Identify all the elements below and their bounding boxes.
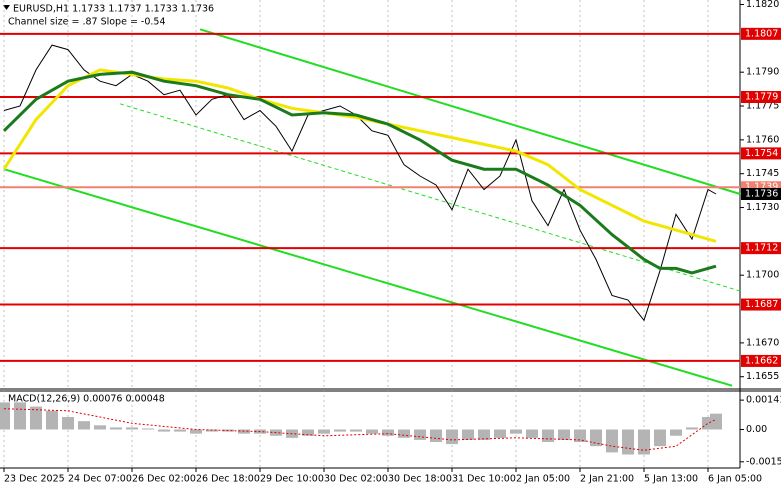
macd-bar	[398, 429, 410, 438]
macd-bar	[366, 429, 378, 434]
price-label: 1.1736	[745, 189, 778, 200]
macd-bar	[478, 429, 490, 440]
macd-bar	[446, 429, 458, 445]
level-label-box	[741, 242, 781, 255]
y-tick-label: -0.00155	[746, 456, 781, 467]
series-line	[3, 44, 717, 322]
macd-bar	[622, 429, 634, 455]
y-tick-label: 0.00	[746, 424, 767, 435]
y-tick-label: 1.1745	[746, 168, 779, 179]
macd-bar	[670, 429, 682, 436]
x-tick-label: 30 Dec 02:00	[324, 474, 388, 485]
level-label: 1.1712	[745, 243, 778, 254]
macd-bar	[62, 417, 74, 430]
macd-bar	[654, 429, 666, 447]
channel-line	[3, 168, 733, 387]
price-label-box	[741, 188, 781, 200]
channel-line	[119, 103, 741, 292]
x-tick-label: 6 Jan 05:00	[708, 474, 762, 485]
level-label-box	[741, 27, 781, 40]
macd-title: MACD(12,26,9) 0.00076 0.00048	[8, 394, 165, 405]
level-label-box	[741, 147, 781, 160]
x-tick-label: 24 Dec 07:00	[68, 474, 132, 485]
macd-bar	[174, 429, 186, 432]
macd-bar	[30, 406, 42, 430]
macd-bar	[94, 425, 106, 430]
y-tick-label: 1.1820	[746, 0, 779, 10]
macd-bar	[350, 429, 362, 432]
macd-bar	[710, 413, 722, 430]
level-label: 1.1807	[745, 28, 778, 39]
macd-bar	[126, 427, 138, 430]
x-tick-label: 2 Jan 21:00	[580, 474, 634, 485]
x-tick-label: 23 Dec 2025	[4, 474, 65, 485]
level-label: 1.1662	[745, 355, 778, 366]
level-label: 1.1779	[745, 92, 778, 103]
signal-line	[3, 408, 717, 451]
macd-bar	[142, 428, 154, 430]
y-tick-label: 0.00141	[746, 395, 781, 406]
macd-bar	[462, 429, 474, 440]
macd-bar	[510, 429, 522, 434]
macd-bar	[542, 429, 554, 442]
y-tick-label: 1.1670	[746, 337, 779, 348]
macd-bar	[574, 429, 586, 442]
macd-bar	[110, 427, 122, 430]
macd-bar	[238, 429, 250, 434]
y-tick-label: 1.1760	[746, 134, 779, 145]
x-tick-label: 26 Dec 02:00	[132, 474, 196, 485]
macd-bar	[14, 402, 26, 430]
level-label: 1.1754	[745, 148, 778, 159]
macd-bar	[638, 429, 650, 455]
macd-bar	[190, 429, 202, 434]
x-tick-label: 30 Dec 18:00	[388, 474, 452, 485]
y-tick-label: 1.1790	[746, 67, 779, 78]
menu-triangle	[3, 5, 10, 10]
level-label: 1.1687	[745, 299, 778, 310]
chart-title: EURUSD,H1 1.1733 1.1737 1.1733 1.1736	[13, 4, 214, 15]
macd-bar	[382, 429, 394, 436]
level-label-box	[741, 354, 781, 367]
x-tick-label: 2 Jan 05:00	[516, 474, 570, 485]
macd-bar	[430, 429, 442, 442]
macd-bar	[78, 421, 90, 430]
macd-bar	[158, 429, 170, 432]
level-label-box	[741, 91, 781, 103]
macd-bar	[0, 402, 10, 430]
macd-bar	[334, 429, 346, 432]
channel-info: Channel size = .87 Slope = -0.54	[8, 17, 166, 28]
macd-bar	[686, 427, 698, 430]
macd-bar	[526, 429, 538, 438]
macd-bar	[206, 429, 218, 432]
macd-bar	[46, 410, 58, 430]
channel-line	[199, 28, 741, 195]
y-tick-label: 1.1655	[746, 371, 779, 382]
y-tick-label: 1.1700	[746, 270, 779, 281]
macd-bar	[302, 429, 314, 436]
level-label-box	[741, 298, 781, 311]
macd-bar	[494, 429, 506, 438]
y-tick-label: 1.1775	[746, 101, 779, 112]
series-line	[2, 70, 717, 275]
y-tick-label: 1.1730	[746, 202, 779, 213]
macd-bar	[606, 429, 618, 453]
macd-bar	[414, 429, 426, 440]
macd-bar	[558, 429, 570, 440]
level-label: 1.1739	[745, 182, 778, 193]
macd-bar	[318, 429, 330, 434]
macd-bar	[590, 429, 602, 447]
x-tick-label: 29 Dec 10:00	[260, 474, 324, 485]
x-tick-label: 5 Jan 13:00	[644, 474, 698, 485]
x-tick-label: 26 Dec 18:00	[196, 474, 260, 485]
x-tick-label: 31 Dec 10:00	[452, 474, 516, 485]
